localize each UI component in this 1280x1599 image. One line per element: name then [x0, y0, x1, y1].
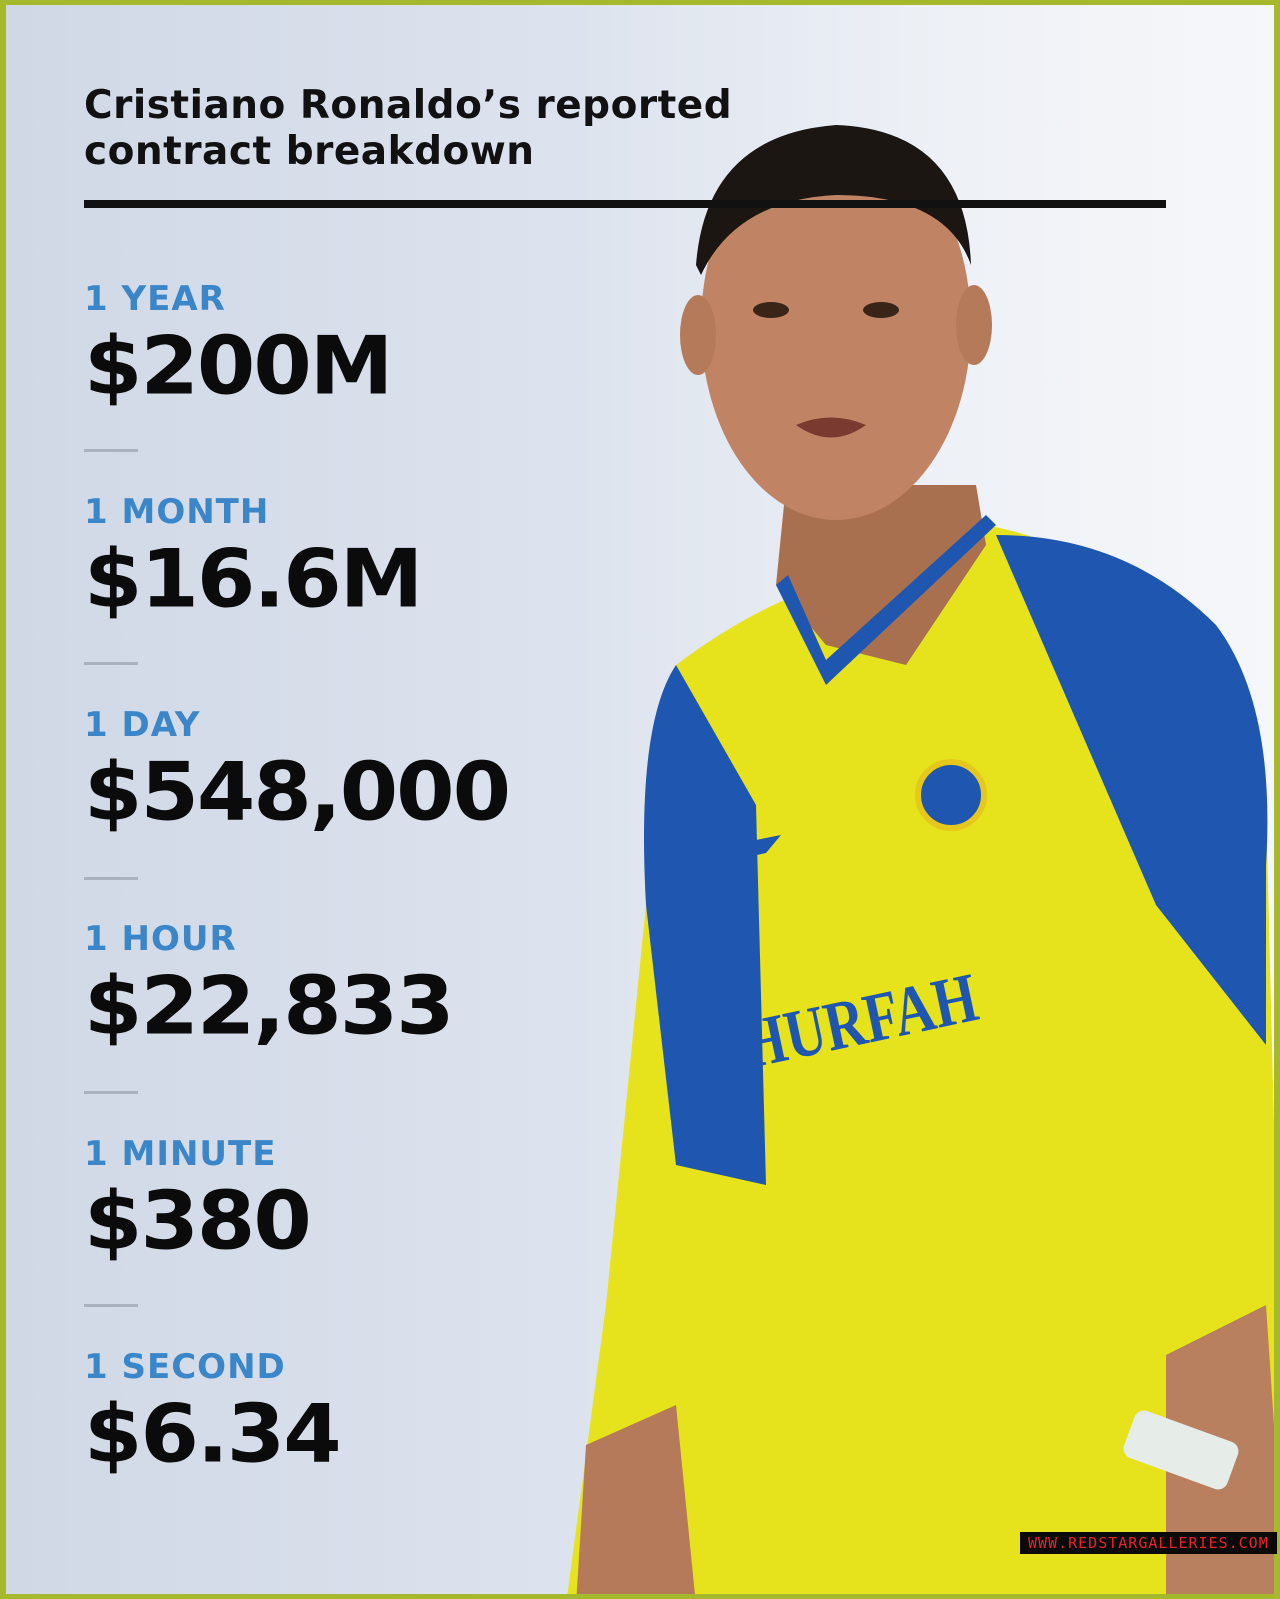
collar [776, 515, 996, 685]
stat-year: 1 YEAR $200M [84, 279, 393, 413]
divider [84, 449, 138, 452]
head [701, 130, 971, 520]
mouth [796, 417, 866, 438]
player-photo: SHURFAH [567, 125, 1274, 1594]
hair [696, 125, 971, 275]
right-sleeve [996, 535, 1268, 1045]
stat-label: 1 DAY [84, 705, 201, 745]
ear-right [956, 285, 992, 365]
stat-label: 1 YEAR [84, 279, 226, 319]
watermark: WWW.REDSTARGALLERIES.COM [1020, 1532, 1277, 1554]
infographic: SHURFAH Cristiano Ronaldo’s reported con… [6, 5, 1274, 1594]
wristband [1123, 1410, 1239, 1490]
divider [84, 662, 138, 665]
neck [776, 485, 986, 665]
stat-minute: 1 MINUTE $380 [84, 1134, 312, 1268]
stat-second: 1 SECOND $6.34 [84, 1347, 342, 1481]
stat-label: 1 SECOND [84, 1347, 286, 1387]
title-line-1: Cristiano Ronaldo’s reported [84, 83, 733, 128]
stat-value: $200M [84, 319, 393, 413]
stat-day: 1 DAY $548,000 [84, 705, 511, 839]
stat-label: 1 MINUTE [84, 1134, 277, 1174]
stat-month: 1 MONTH $16.6M [84, 492, 423, 626]
divider [84, 1304, 138, 1307]
stat-value: $22,833 [84, 959, 455, 1053]
eye-left [753, 302, 789, 318]
stat-value: $16.6M [84, 532, 423, 626]
divider [84, 877, 138, 880]
divider [84, 1091, 138, 1094]
ear-left [680, 295, 716, 375]
stat-hour: 1 HOUR $22,833 [84, 919, 455, 1053]
title-line-2: contract breakdown [84, 129, 535, 174]
title-rule [84, 200, 1166, 208]
kit-logo [721, 835, 781, 863]
stat-value: $6.34 [84, 1387, 342, 1481]
stat-label: 1 HOUR [84, 919, 237, 959]
left-sleeve [644, 665, 766, 1185]
stat-value: $548,000 [84, 745, 511, 839]
club-crest [915, 759, 987, 831]
stat-value: $380 [84, 1174, 312, 1268]
page-title: Cristiano Ronaldo’s reported contract br… [84, 83, 732, 175]
forearm [576, 1405, 695, 1594]
eye-right [863, 302, 899, 318]
stat-label: 1 MONTH [84, 492, 270, 532]
